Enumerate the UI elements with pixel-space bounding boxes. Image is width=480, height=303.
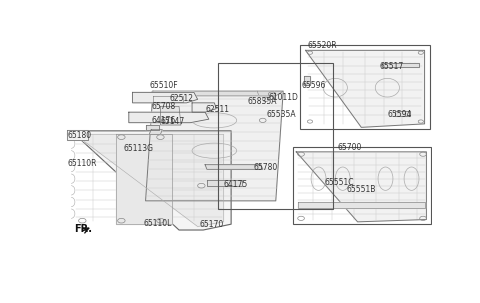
Polygon shape	[296, 152, 426, 222]
Polygon shape	[132, 92, 198, 103]
Text: 65596: 65596	[302, 81, 326, 90]
Bar	[300, 45, 430, 128]
Polygon shape	[304, 76, 310, 85]
Text: 65520R: 65520R	[307, 41, 337, 50]
Text: 64176: 64176	[151, 116, 175, 125]
Text: 65170: 65170	[200, 220, 224, 229]
Text: 65110R: 65110R	[67, 159, 97, 168]
Text: FR.: FR.	[74, 224, 92, 234]
Polygon shape	[145, 91, 283, 201]
Text: 65780: 65780	[253, 162, 278, 171]
Text: 65700: 65700	[337, 143, 361, 152]
Polygon shape	[207, 180, 242, 186]
Polygon shape	[145, 125, 158, 130]
Polygon shape	[395, 111, 410, 116]
Text: 65835A: 65835A	[248, 97, 277, 106]
Polygon shape	[129, 112, 209, 123]
Text: 65535A: 65535A	[266, 110, 296, 119]
Text: 65594: 65594	[387, 110, 412, 119]
Text: 61011D: 61011D	[268, 92, 298, 102]
Polygon shape	[257, 91, 276, 96]
Text: 65180: 65180	[67, 131, 92, 140]
Text: 62511: 62511	[205, 105, 229, 114]
Text: 65551B: 65551B	[347, 185, 376, 194]
Text: 65113G: 65113G	[123, 144, 153, 153]
Bar	[292, 147, 431, 224]
Text: 65510F: 65510F	[149, 81, 178, 90]
Polygon shape	[192, 103, 216, 112]
Polygon shape	[160, 106, 181, 125]
Text: 65517: 65517	[380, 62, 404, 71]
Polygon shape	[298, 202, 424, 208]
Polygon shape	[67, 130, 88, 140]
Text: 62512: 62512	[170, 94, 194, 103]
Text: 65551C: 65551C	[324, 178, 354, 187]
Polygon shape	[153, 96, 183, 102]
Polygon shape	[116, 134, 172, 224]
Text: 64175: 64175	[224, 180, 248, 189]
Polygon shape	[382, 63, 419, 67]
Polygon shape	[145, 91, 283, 96]
Polygon shape	[205, 165, 263, 169]
Text: 65147: 65147	[160, 117, 185, 126]
Text: 65110L: 65110L	[144, 218, 172, 228]
Polygon shape	[75, 134, 224, 227]
Text: 65708: 65708	[151, 102, 175, 111]
Bar	[218, 63, 334, 209]
Polygon shape	[71, 131, 231, 230]
Polygon shape	[305, 50, 424, 127]
Polygon shape	[149, 130, 162, 134]
